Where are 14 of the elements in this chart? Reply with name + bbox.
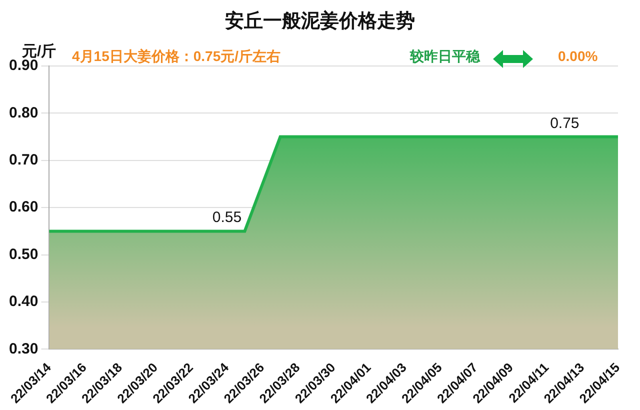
data-label: 0.55	[212, 209, 242, 226]
y-axis-title: 元/斤	[22, 42, 56, 60]
y-tick-label: 0.40	[8, 293, 38, 310]
text: 0.00%	[558, 48, 598, 64]
y-tick-label: 0.70	[8, 152, 38, 169]
data-label: 0.75	[550, 114, 580, 132]
y-tick-label: 0.30	[8, 340, 38, 358]
y-tick-label: 0.80	[8, 104, 38, 122]
text: 4月15日大姜价格：0.75元/斤左右	[72, 48, 280, 66]
y-tick-label: 0.50	[8, 246, 38, 263]
y-tick-label: 0.60	[8, 198, 38, 216]
y-tick-label: 0.90	[8, 57, 38, 74]
chart-title: 安丘一般泥姜价格走势	[224, 9, 416, 34]
text: 较昨日平稳	[410, 48, 480, 66]
